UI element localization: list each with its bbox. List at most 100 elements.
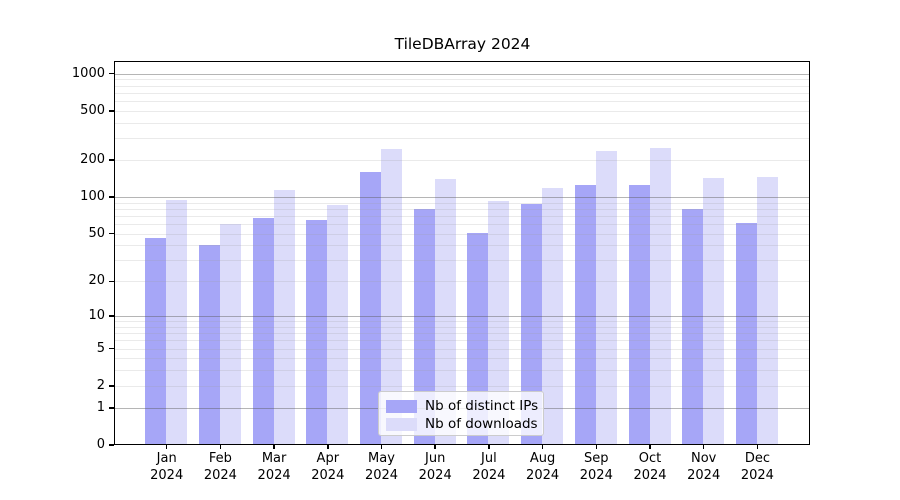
- x-tick-label-apr: Apr 2024: [311, 451, 345, 483]
- gridline-minor-400: [115, 122, 810, 124]
- y-tick-label-1000: 1000: [71, 65, 105, 81]
- x-tick-label-mar: Mar 2024: [257, 451, 291, 483]
- y-tick-mark-1: [109, 406, 114, 409]
- y-tick-label-5: 5: [96, 340, 105, 356]
- x-tick-mark-jun: [434, 445, 436, 449]
- bar-distinct-ips-mar: [252, 218, 274, 445]
- gridline-minor-900: [115, 79, 810, 81]
- y-tick-mark-2: [109, 385, 114, 387]
- gridline-minor-70: [115, 215, 810, 217]
- y-tick-label-2: 2: [96, 377, 105, 393]
- bar-downloads-jan: [166, 199, 188, 445]
- x-tick-mark-jul: [488, 445, 490, 449]
- bar-distinct-ips-oct: [628, 184, 650, 445]
- legend-swatch-distinct-ips: [386, 399, 417, 413]
- x-tick-mark-apr: [327, 445, 329, 449]
- gridline-minor-8: [115, 326, 810, 328]
- y-tick-mark-10: [109, 315, 114, 317]
- x-tick-label-oct: Oct 2024: [633, 451, 667, 483]
- legend-item-distinct-ips: Nb of distinct IPs: [386, 397, 543, 415]
- gridline-minor-20: [115, 281, 810, 283]
- x-tick-mark-dec: [756, 445, 759, 449]
- gridline-minor-9: [115, 321, 810, 323]
- gridline-major-1000: [115, 73, 810, 75]
- y-tick-label-10: 10: [88, 308, 105, 324]
- gridline-minor-6: [115, 340, 810, 342]
- gridline-minor-5: [115, 348, 810, 350]
- bar-downloads-may: [381, 149, 402, 445]
- bar-downloads-jun: [434, 178, 456, 445]
- gridline-minor-200: [115, 159, 810, 161]
- y-tick-mark-500: [109, 110, 114, 112]
- x-tick-label-nov: Nov 2024: [687, 451, 721, 483]
- gridline-minor-700: [115, 92, 810, 94]
- x-tick-mark-jan: [165, 445, 168, 449]
- gridline-minor-40: [115, 245, 810, 247]
- y-tick-label-100: 100: [80, 188, 105, 204]
- gridline-minor-300: [115, 138, 810, 140]
- y-tick-label-20: 20: [88, 273, 105, 289]
- bar-downloads-nov: [703, 178, 725, 445]
- chart-title: TileDBArray 2024: [394, 35, 531, 53]
- x-tick-mark-oct: [649, 445, 651, 449]
- gridline-minor-80: [115, 208, 810, 210]
- x-tick-label-aug: Aug 2024: [526, 451, 560, 483]
- y-tick-label-200: 200: [80, 151, 105, 167]
- gridline-major-10: [115, 316, 810, 318]
- bar-distinct-ips-nov: [682, 209, 704, 445]
- x-tick-label-sep: Sep 2024: [579, 451, 613, 483]
- bar-downloads-mar: [273, 189, 295, 445]
- y-tick-mark-100: [109, 196, 114, 198]
- x-tick-label-may: May 2024: [364, 451, 399, 483]
- bar-distinct-ips-aug: [521, 204, 543, 445]
- legend-item-downloads: Nb of downloads: [386, 415, 543, 433]
- gridline-minor-90: [115, 202, 810, 204]
- x-tick-mark-feb: [219, 445, 222, 449]
- gridline-minor-500: [115, 110, 810, 112]
- x-tick-label-jun: Jun 2024: [418, 451, 452, 483]
- gridline-minor-800: [115, 85, 810, 87]
- x-tick-label-jan: Jan 2024: [150, 451, 184, 483]
- y-tick-label-0: 0: [96, 437, 105, 452]
- y-tick-mark-5: [109, 347, 114, 350]
- bar-distinct-ips-may: [360, 171, 381, 445]
- gridline-minor-2: [115, 385, 810, 387]
- bar-distinct-ips-dec: [735, 223, 757, 445]
- x-tick-label-jul: Jul 2024: [472, 451, 506, 483]
- gridline-minor-7: [115, 333, 810, 335]
- x-tick-mark-aug: [541, 445, 544, 449]
- x-tick-mark-sep: [595, 445, 598, 449]
- gridline-minor-600: [115, 101, 810, 103]
- y-tick-label-500: 500: [80, 102, 105, 118]
- bar-distinct-ips-feb: [198, 245, 220, 445]
- gridline-minor-30: [115, 260, 810, 262]
- x-tick-mark-nov: [702, 445, 705, 449]
- x-tick-label-feb: Feb 2024: [203, 451, 237, 483]
- x-tick-mark-mar: [273, 445, 275, 449]
- gridline-minor-3: [115, 370, 810, 372]
- x-tick-mark-may: [380, 445, 383, 449]
- gridline-minor-60: [115, 224, 810, 226]
- bar-downloads-sep: [595, 150, 617, 445]
- y-tick-mark-0: [109, 444, 114, 446]
- bar-downloads-feb: [219, 224, 241, 445]
- x-tick-label-dec: Dec 2024: [740, 451, 774, 483]
- bar-distinct-ips-jun: [413, 208, 435, 445]
- y-tick-label-1: 1: [96, 399, 105, 415]
- y-tick-mark-20: [109, 280, 114, 283]
- bar-downloads-jul: [488, 201, 510, 445]
- y-tick-mark-1000: [109, 72, 114, 75]
- bar-downloads-aug: [542, 188, 564, 445]
- bar-distinct-ips-sep: [574, 185, 596, 445]
- gridline-major-100: [115, 196, 810, 198]
- bar-downloads-oct: [649, 148, 671, 445]
- bar-distinct-ips-apr: [306, 219, 328, 445]
- gridline-minor-4: [115, 358, 810, 360]
- legend-swatch-downloads: [386, 417, 417, 431]
- legend: Nb of distinct IPs Nb of downloads: [378, 391, 544, 436]
- bar-distinct-ips-jan: [145, 238, 167, 445]
- legend-label-distinct-ips: Nb of distinct IPs: [425, 398, 539, 414]
- bar-downloads-apr: [327, 204, 349, 445]
- legend-label-downloads: Nb of downloads: [425, 416, 538, 432]
